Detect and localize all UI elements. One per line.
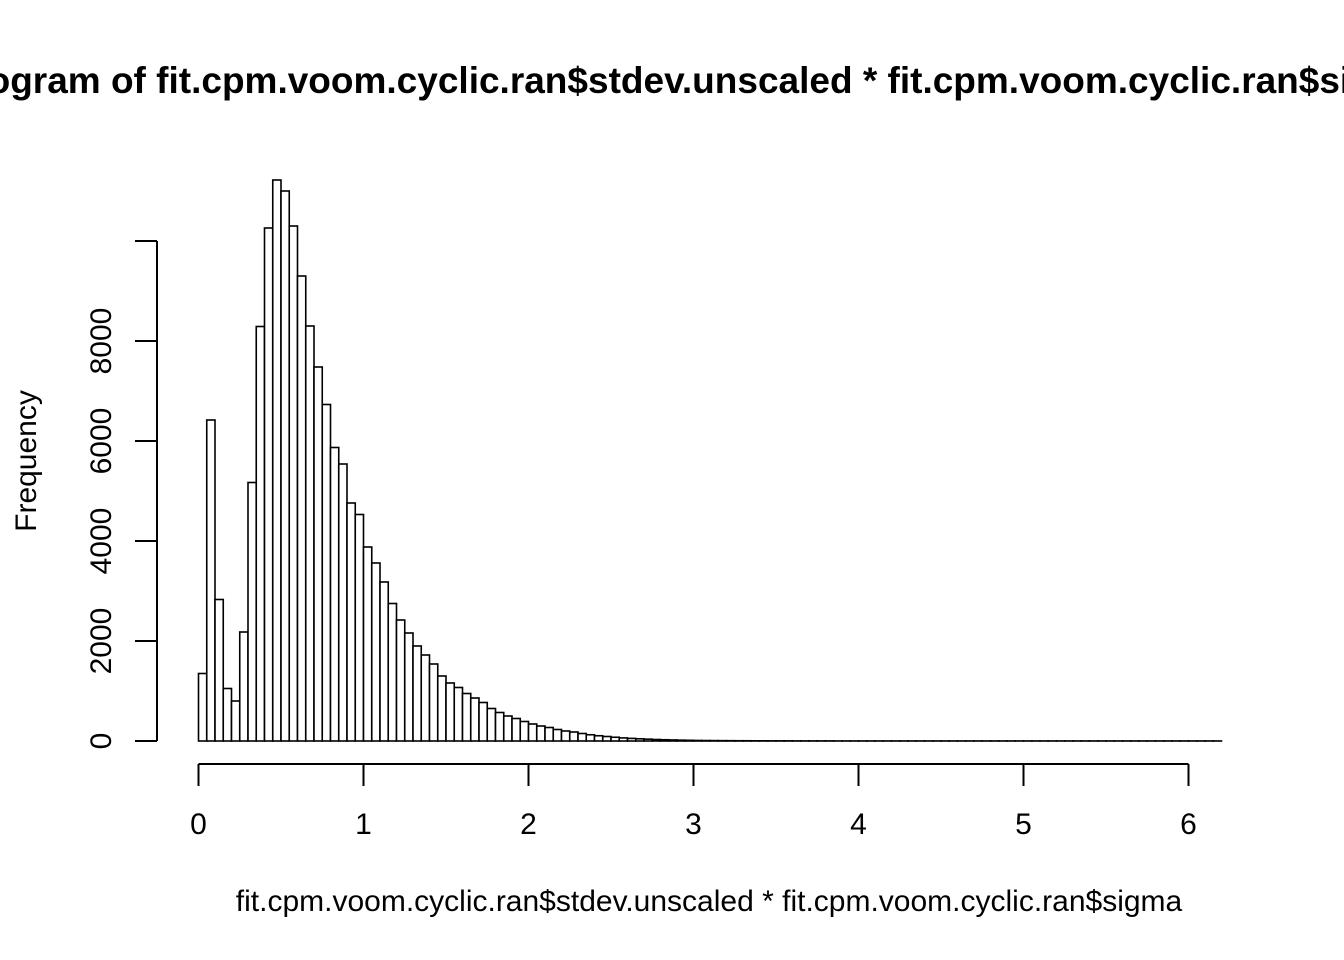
histogram-bar — [560, 730, 571, 742]
histogram-bar — [280, 190, 291, 742]
x-tick-label: 2 — [520, 808, 537, 841]
x-tick-label: 5 — [1015, 808, 1032, 841]
histogram-bar — [313, 366, 324, 742]
histogram-bar — [684, 739, 695, 742]
histogram-bar — [519, 720, 530, 742]
histogram-bar — [337, 463, 348, 742]
histogram-bar — [478, 701, 489, 742]
histogram-bar — [238, 631, 249, 742]
histogram-bar — [205, 419, 216, 742]
histogram-bar — [659, 738, 670, 742]
histogram-bar — [461, 692, 472, 742]
x-tick-label: 1 — [355, 808, 372, 841]
histogram-bar — [436, 675, 447, 742]
histogram-bar — [453, 686, 464, 742]
histogram-bar — [346, 502, 357, 742]
y-tick-label: 0 — [85, 733, 118, 750]
histogram-bar — [601, 735, 612, 742]
y-tick-label: 2000 — [85, 608, 118, 675]
histogram-bar — [676, 739, 687, 742]
histogram-bar — [502, 715, 513, 742]
histogram-bar — [544, 726, 555, 742]
x-axis: 0 1 2 3 4 5 6 — [190, 763, 1197, 841]
y-axis-label: Frequency — [10, 390, 43, 532]
histogram-bar — [362, 546, 373, 742]
histogram-bar — [626, 737, 637, 742]
histogram-bar — [370, 562, 381, 742]
histogram-bar — [412, 645, 423, 742]
histogram-bar — [634, 737, 645, 742]
histogram-bar — [511, 717, 522, 742]
histogram-bar — [247, 481, 258, 742]
y-tick-label: 8000 — [85, 308, 118, 375]
histogram-bar — [420, 654, 431, 742]
histogram-bar — [552, 728, 563, 742]
histogram-bar — [354, 513, 365, 742]
histogram-bar — [618, 737, 629, 742]
histogram-bar — [329, 446, 340, 742]
histogram-bar — [255, 325, 266, 742]
histogram-bar — [445, 682, 456, 742]
histogram-bar — [428, 663, 439, 742]
histogram-bar — [387, 602, 398, 742]
histogram-bar — [288, 225, 299, 742]
histogram-bar — [222, 687, 233, 742]
histogram-bar — [469, 697, 480, 742]
histogram-bar — [296, 275, 307, 742]
y-tick-label: 6000 — [85, 408, 118, 475]
y-axis: 0 2000 4000 6000 8000 — [85, 240, 158, 750]
x-tick-label: 6 — [1180, 808, 1197, 841]
histogram-bar — [214, 598, 225, 742]
histogram-bar — [197, 672, 208, 742]
x-tick-label: 3 — [685, 808, 702, 841]
histogram-bars — [197, 179, 1223, 742]
histogram-bar — [486, 707, 497, 742]
histogram-bar — [403, 632, 414, 742]
histogram-bar — [643, 738, 654, 742]
histogram-bar — [585, 733, 596, 742]
histogram-bar — [304, 325, 315, 742]
histogram-bar — [610, 736, 621, 742]
histogram-bar — [577, 732, 588, 742]
histogram-bar — [535, 725, 546, 742]
x-axis-label: fit.cpm.voom.cyclic.ran$stdev.unscaled *… — [236, 885, 1183, 918]
histogram-bar — [527, 723, 538, 742]
x-tick-label: 4 — [850, 808, 867, 841]
y-tick-label: 4000 — [85, 508, 118, 575]
histogram-bar — [395, 619, 406, 742]
histogram-bar — [651, 738, 662, 742]
histogram-bar — [230, 700, 241, 742]
histogram-bar — [494, 711, 505, 742]
histogram-bar — [379, 581, 390, 742]
histogram-bar — [263, 227, 274, 742]
histogram-bar — [593, 734, 604, 742]
histogram-bar — [692, 739, 703, 742]
histogram-bar — [271, 179, 282, 742]
histogram-bar — [568, 731, 579, 742]
histogram-bar — [667, 739, 678, 742]
chart-title: Histogram of fit.cpm.voom.cyclic.ran$std… — [0, 60, 1344, 101]
histogram-bar — [321, 403, 332, 742]
x-tick-label: 0 — [190, 808, 207, 841]
